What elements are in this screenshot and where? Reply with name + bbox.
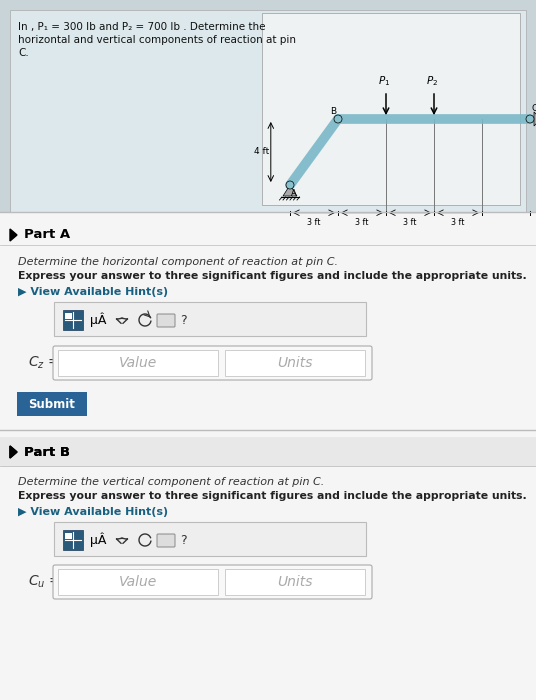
Text: 3 ft: 3 ft [355, 218, 369, 227]
FancyBboxPatch shape [53, 346, 372, 380]
Polygon shape [10, 446, 17, 458]
Text: ?: ? [180, 314, 187, 326]
Text: Value: Value [119, 575, 157, 589]
Text: A: A [291, 189, 297, 198]
Text: Part B: Part B [24, 445, 70, 458]
Text: Units: Units [277, 356, 312, 370]
Text: B: B [330, 107, 336, 116]
Text: C.: C. [18, 48, 29, 58]
Text: Submit: Submit [28, 398, 76, 410]
FancyBboxPatch shape [58, 350, 218, 376]
Text: μÂ: μÂ [90, 313, 106, 328]
Text: Determine the horizontal component of reaction at pin C.: Determine the horizontal component of re… [18, 257, 338, 267]
FancyBboxPatch shape [17, 392, 87, 416]
Text: C: C [532, 104, 536, 113]
FancyBboxPatch shape [63, 310, 83, 330]
Text: $P_1$: $P_1$ [378, 74, 390, 88]
Text: Express your answer to three significant figures and include the appropriate uni: Express your answer to three significant… [18, 271, 527, 281]
Text: $P_2$: $P_2$ [426, 74, 438, 88]
FancyBboxPatch shape [157, 314, 175, 327]
Text: 3 ft: 3 ft [451, 218, 465, 227]
FancyBboxPatch shape [157, 534, 175, 547]
Text: Part B: Part B [24, 445, 70, 458]
Text: horizontal and vertical components of reaction at pin: horizontal and vertical components of re… [18, 35, 296, 45]
Circle shape [334, 115, 342, 123]
FancyBboxPatch shape [262, 13, 520, 205]
FancyBboxPatch shape [54, 302, 366, 336]
Text: Value: Value [119, 356, 157, 370]
FancyBboxPatch shape [58, 569, 218, 595]
Text: Express your answer to three significant figures and include the appropriate uni: Express your answer to three significant… [18, 491, 527, 501]
Text: Part A: Part A [24, 228, 70, 242]
FancyBboxPatch shape [53, 565, 372, 599]
FancyBboxPatch shape [54, 522, 366, 556]
Polygon shape [283, 185, 297, 196]
FancyBboxPatch shape [10, 10, 526, 212]
Polygon shape [534, 112, 536, 126]
Bar [65, 313, 72, 319]
Text: Determine the vertical component of reaction at pin C.: Determine the vertical component of reac… [18, 477, 324, 487]
Polygon shape [10, 446, 17, 458]
Text: ▶ View Available Hint(s): ▶ View Available Hint(s) [18, 507, 168, 517]
FancyBboxPatch shape [225, 569, 365, 595]
Bar [65, 533, 72, 539]
Circle shape [286, 181, 294, 189]
FancyBboxPatch shape [225, 350, 365, 376]
Text: Units: Units [277, 575, 312, 589]
Text: ▶ View Available Hint(s): ▶ View Available Hint(s) [18, 287, 168, 297]
Text: 4 ft: 4 ft [254, 148, 269, 157]
Text: ?: ? [180, 533, 187, 547]
Text: In , P₁ = 300 lb and P₂ = 700 lb . Determine the: In , P₁ = 300 lb and P₂ = 700 lb . Deter… [18, 22, 265, 32]
Text: 3 ft: 3 ft [403, 218, 416, 227]
Text: 3 ft: 3 ft [307, 218, 321, 227]
Text: $C_u$ =: $C_u$ = [28, 574, 61, 590]
Text: μÂ: μÂ [90, 533, 106, 547]
FancyBboxPatch shape [0, 212, 536, 700]
FancyBboxPatch shape [0, 437, 536, 467]
Polygon shape [10, 229, 17, 241]
Text: $C_z$ =: $C_z$ = [28, 355, 59, 371]
Circle shape [526, 115, 534, 123]
FancyBboxPatch shape [63, 530, 83, 550]
